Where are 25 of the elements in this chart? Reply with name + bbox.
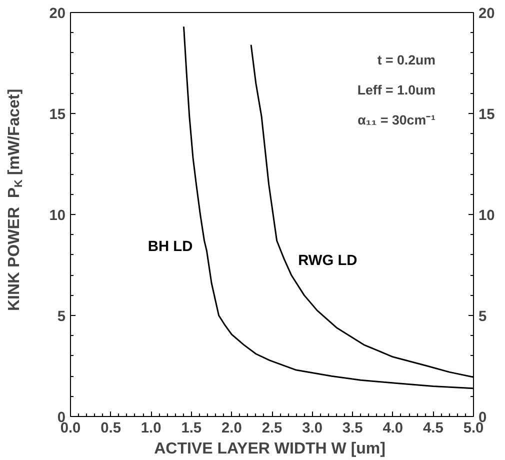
y-tick-label: 5 [57, 309, 66, 325]
x-tick-label: 4.0 [382, 420, 404, 436]
y-tick-label: 15 [49, 107, 66, 123]
y-tick-label: 10 [49, 208, 66, 224]
series-label: RWG LD [298, 252, 358, 269]
x-tick-label: 2.0 [222, 420, 242, 436]
x-tick-label: 2.5 [262, 420, 282, 436]
y-tick-label: 20 [49, 6, 66, 22]
y2-tick-label: 20 [478, 6, 495, 22]
series-label: BH LD [148, 238, 193, 255]
x-tick-label: 0.5 [100, 420, 121, 436]
annotation: t = 0.2um [377, 52, 436, 68]
y2-tick-label: 10 [478, 208, 495, 224]
annotation: Leff = 1.0um [357, 82, 436, 98]
y2-tick-label: 5 [478, 309, 487, 325]
x-tick-label: 1.5 [181, 420, 202, 436]
x-tick-label: 4.5 [423, 420, 444, 436]
x-tick-label: 3.5 [342, 420, 363, 436]
x-tick-label: 5.0 [463, 420, 484, 436]
x-axis-title: ACTIVE LAYER WIDTH W [um] [154, 440, 386, 458]
y2-tick-label: 15 [478, 107, 495, 123]
annotation: α₁₁ = 30cm⁻¹ [358, 112, 436, 128]
x-tick-label: 0.0 [60, 420, 81, 436]
x-tick-label: 3.0 [302, 420, 322, 436]
x-tick-label: 1.0 [140, 420, 162, 436]
